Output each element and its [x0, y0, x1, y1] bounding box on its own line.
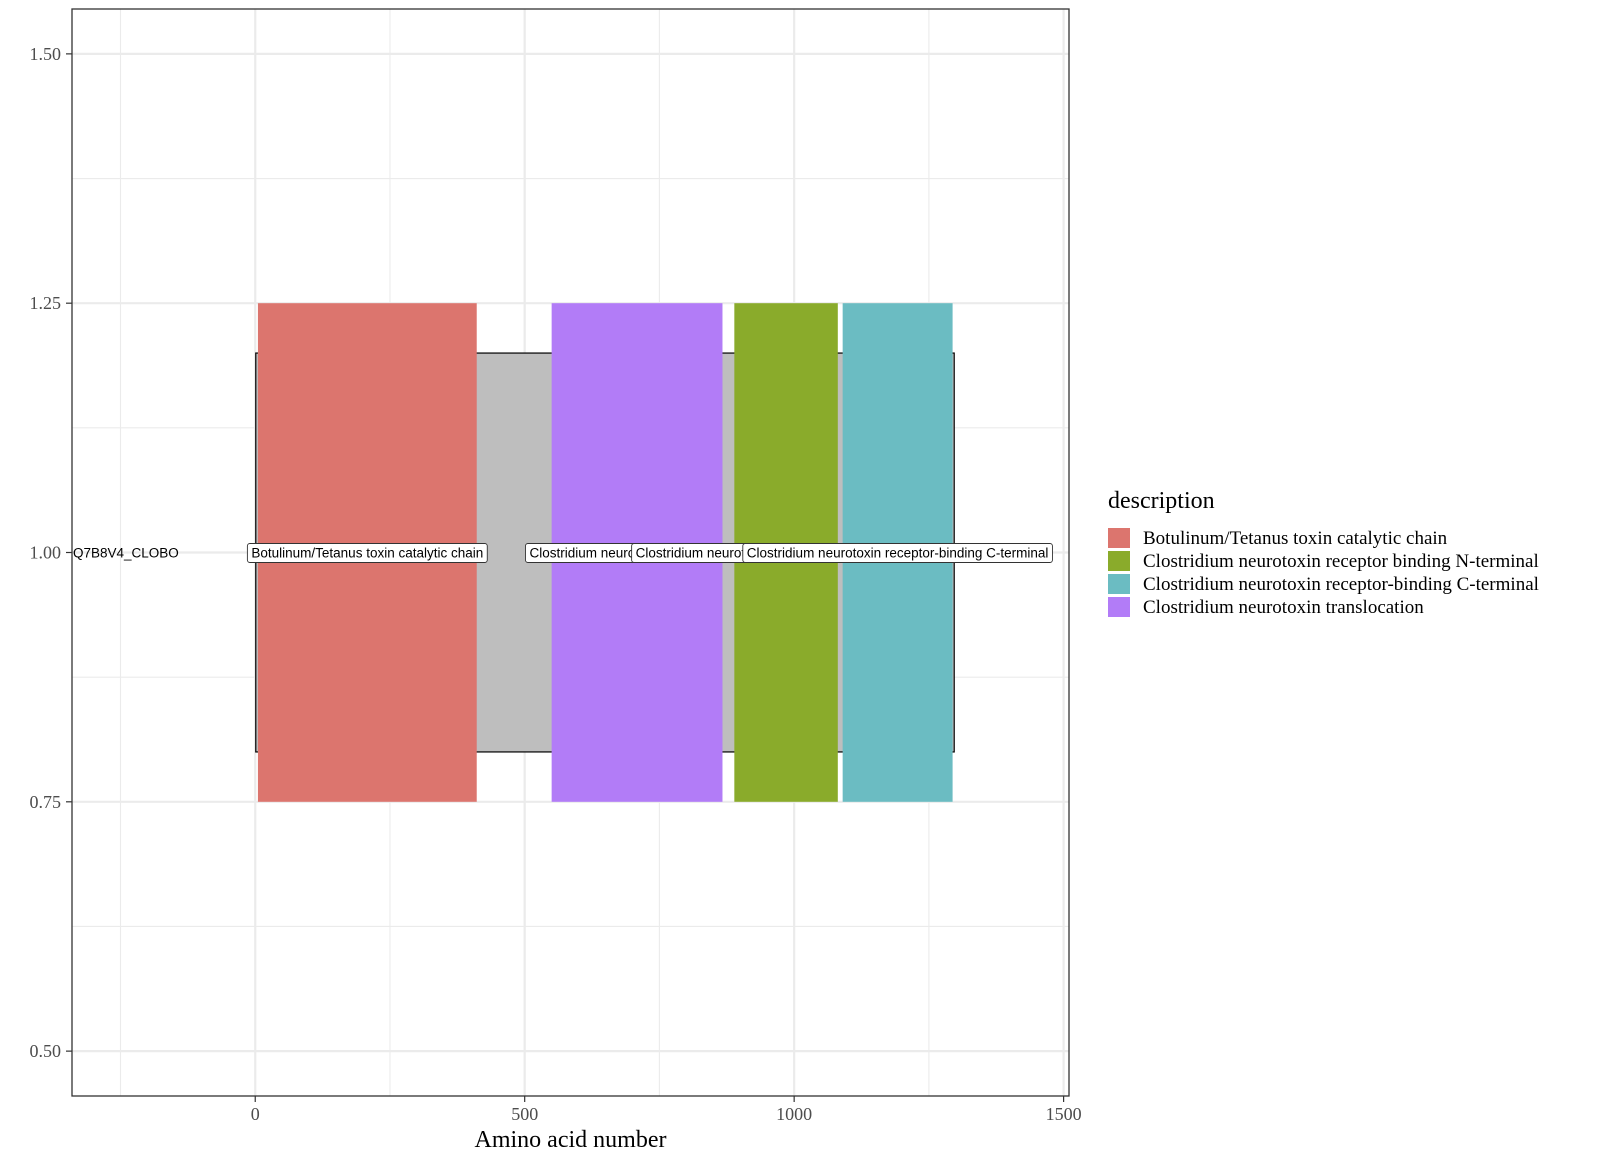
y-tick-label: 1.25: [30, 293, 62, 313]
legend-items: Botulinum/Tetanus toxin catalytic chainC…: [1108, 528, 1539, 618]
legend-label: Clostridium neurotoxin translocation: [1143, 597, 1424, 618]
legend-title: description: [1108, 488, 1215, 514]
legend-label: Clostridium neurotoxin receptor binding …: [1143, 551, 1539, 572]
label-box: [742, 543, 1053, 563]
y-tick-label: 1.00: [30, 543, 62, 563]
legend: description Botulinum/Tetanus toxin cata…: [1108, 488, 1539, 618]
protein-label: Q7B8V4_CLOBO: [73, 546, 179, 561]
label-text: Clostridium neurotoxin receptor-binding …: [747, 546, 1049, 561]
legend-item: Clostridium neurotoxin translocation: [1108, 597, 1424, 618]
legend-swatch: [1108, 528, 1130, 548]
legend-item: Botulinum/Tetanus toxin catalytic chain: [1108, 528, 1448, 549]
legend-label: Clostridium neurotoxin receptor-binding …: [1143, 574, 1539, 595]
y-tick-label: 0.75: [30, 792, 62, 812]
label-text: Q7B8V4_CLOBO: [73, 546, 179, 561]
label-layer: Q7B8V4_CLOBO Botulinum/Tetanus toxin cata…: [73, 543, 1053, 563]
x-tick-label: 0: [251, 1104, 260, 1124]
legend-swatch: [1108, 551, 1130, 571]
plot-area: Q7B8V4_CLOBO Botulinum/Tetanus toxin cata…: [73, 303, 1053, 802]
x-tick-label: 1000: [776, 1104, 812, 1124]
x-axis-title: Amino acid number: [475, 1127, 667, 1153]
legend-swatch: [1108, 574, 1130, 594]
label-text: Botulinum/Tetanus toxin catalytic chain: [251, 546, 483, 561]
x-axis: 0 500 1000 1500: [251, 1096, 1082, 1124]
label-box: [246, 543, 488, 563]
x-tick-label: 500: [511, 1104, 538, 1124]
y-tick-label: 0.50: [30, 1041, 62, 1061]
y-axis: 0.50 0.75 1.00 1.25 1.50: [30, 44, 72, 1061]
legend-label: Botulinum/Tetanus toxin catalytic chain: [1143, 528, 1448, 549]
legend-item: Clostridium neurotoxin receptor binding …: [1108, 551, 1539, 572]
y-tick-label: 1.50: [30, 44, 62, 64]
legend-item: Clostridium neurotoxin receptor-binding …: [1108, 574, 1539, 595]
legend-swatch: [1108, 597, 1130, 617]
domain-label-1: Botulinum/Tetanus toxin catalytic chain: [246, 543, 488, 563]
domain-label-4: Clostridium neurotoxin receptor-binding …: [742, 543, 1053, 563]
x-tick-label: 1500: [1046, 1104, 1082, 1124]
